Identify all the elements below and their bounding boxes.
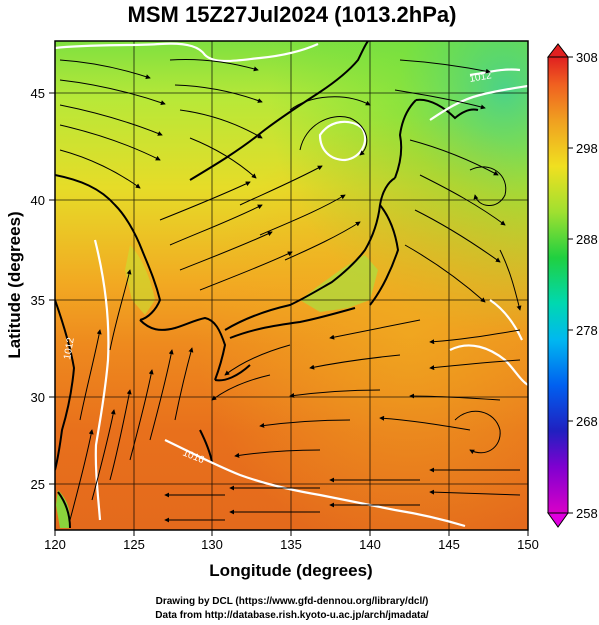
colorbar-tick-label: 308 xyxy=(576,50,598,65)
colorbar: 308 298 288 278 268 258 xyxy=(546,43,598,528)
coastlines xyxy=(55,41,479,529)
x-tick-label: 130 xyxy=(201,537,223,552)
y-tick-label: 35 xyxy=(31,293,45,308)
colorbar-top-arrow xyxy=(546,43,570,58)
x-tick-label: 135 xyxy=(280,537,302,552)
credit-data: Data from http://database.rish.kyoto-u.a… xyxy=(155,610,429,621)
y-axis-label: Latitude (degrees) xyxy=(5,211,24,358)
colorbar-tick-label: 258 xyxy=(576,506,598,521)
chart-title: MSM 15Z27Jul2024 (1013.2hPa) xyxy=(128,2,457,27)
colorbar-bar xyxy=(547,56,569,514)
contour-label: 1012 xyxy=(62,336,77,360)
colorbar-tick-label: 268 xyxy=(576,414,598,429)
colorbar-bottom-arrow xyxy=(547,512,569,528)
colorbar-tick-label: 288 xyxy=(576,232,598,247)
x-tick-label: 125 xyxy=(123,537,145,552)
y-tick-label: 45 xyxy=(31,86,45,101)
y-tick-label: 40 xyxy=(31,193,45,208)
contour-label: 1012 xyxy=(469,70,493,85)
credit-drawing: Drawing by DCL (https://www.gfd-dennou.o… xyxy=(156,596,429,607)
y-tick-label: 30 xyxy=(31,390,45,405)
colorbar-tick-label: 298 xyxy=(576,141,598,156)
land-patch-korea xyxy=(125,245,155,315)
land-patch-honshu xyxy=(300,255,378,312)
x-tick-label: 150 xyxy=(517,537,539,552)
pressure-contours xyxy=(55,42,528,528)
axis-ticks xyxy=(49,92,529,536)
x-tick-label: 140 xyxy=(359,537,381,552)
streamlines xyxy=(59,59,522,523)
x-axis-label: Longitude (degrees) xyxy=(209,561,372,580)
y-tick-label: 25 xyxy=(31,477,45,492)
x-tick-label: 120 xyxy=(44,537,66,552)
land-patch-taiwan xyxy=(56,490,71,528)
x-tick-label: 145 xyxy=(438,537,460,552)
x-tick-labels: 120 125 130 135 140 145 150 xyxy=(44,537,539,552)
plot-area: 1012 1016 1012 xyxy=(55,41,528,530)
y-tick-labels: 25 30 35 40 45 xyxy=(31,86,45,492)
colorbar-tick-label: 278 xyxy=(576,323,598,338)
